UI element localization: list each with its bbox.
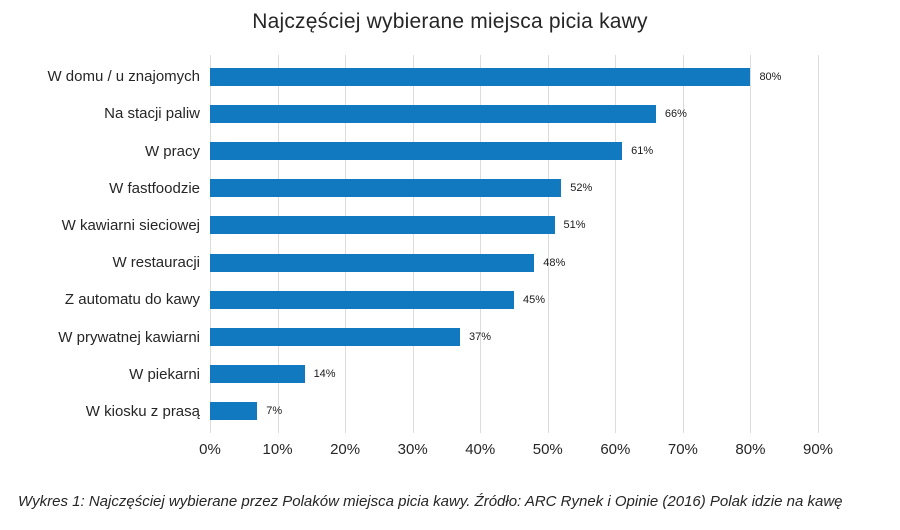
bar-row: W domu / u znajomych 80% — [0, 58, 900, 95]
bar-row: W pracy 61% — [0, 132, 900, 169]
gridline — [547, 55, 549, 433]
bar-track: 66% — [210, 104, 818, 123]
gridline — [818, 55, 819, 433]
bar-row: Z automatu do kawy 45% — [0, 281, 900, 318]
bar-row: W kiosku z prasą 7% — [0, 393, 900, 430]
gridlines — [210, 55, 819, 433]
x-tick-label: 60% — [600, 441, 631, 458]
category-label: Na stacji paliw — [104, 105, 200, 123]
bar-track: 51% — [210, 216, 818, 235]
x-tick-label: 30% — [397, 441, 428, 458]
bar-track: 7% — [210, 402, 818, 421]
gridline — [480, 55, 482, 433]
bar — [210, 402, 258, 421]
bar — [210, 142, 623, 160]
category-label: W fastfoodzie — [109, 179, 200, 197]
bar-track: 37% — [210, 328, 818, 347]
bar-row: Na stacji paliw 66% — [0, 95, 900, 132]
value-label: 48% — [543, 256, 566, 269]
category-label: W pracy — [144, 142, 200, 160]
value-label: 14% — [313, 368, 336, 381]
bar-track: 61% — [210, 142, 818, 160]
x-tick-label: 90% — [802, 441, 834, 458]
value-label: 61% — [631, 145, 654, 157]
value-label: 66% — [664, 107, 687, 120]
x-axis: 0% 10% 20% 30% 40% 50% 60% 70% 80% 90% — [199, 441, 833, 461]
gridline — [615, 55, 617, 433]
category-label: W kawiarni sieciowej — [61, 216, 200, 234]
category-label: W piekarni — [129, 365, 200, 383]
x-tick-label: 80% — [735, 441, 766, 458]
gridline — [682, 55, 684, 433]
value-label: 7% — [266, 405, 283, 418]
category-label: W restauracji — [112, 254, 200, 272]
value-label: 51% — [563, 219, 586, 232]
gridline — [412, 55, 414, 433]
x-tick-label: 70% — [667, 441, 698, 458]
bar-row: W fastfoodzie 52% — [0, 170, 900, 207]
value-label: 45% — [523, 293, 546, 306]
chart-title: Najczęściej wybierane miejsca picia kawy — [252, 10, 648, 33]
bar — [210, 253, 535, 272]
x-tick-label: 10% — [262, 441, 293, 458]
category-label: W domu / u znajomych — [47, 68, 200, 86]
gridline — [750, 55, 752, 433]
bar — [210, 290, 514, 309]
bar-track: 52% — [210, 179, 818, 198]
bar — [210, 67, 751, 86]
x-tick-label: 20% — [330, 441, 361, 458]
bar — [210, 216, 555, 235]
bar-row: W kawiarni sieciowej 51% — [0, 207, 900, 244]
gridline — [210, 55, 211, 433]
bar-row: W prywatnej kawiarni 37% — [0, 318, 900, 355]
bar-track: 80% — [210, 67, 818, 86]
bar — [210, 328, 460, 347]
bar-track: 48% — [210, 253, 818, 272]
bar-track: 14% — [210, 365, 818, 384]
figure-caption: Wykres 1: Najczęściej wybierane przez Po… — [18, 493, 843, 510]
gridline — [277, 55, 279, 433]
category-label: Z automatu do kawy — [64, 291, 200, 309]
value-label: 37% — [468, 331, 491, 344]
bar-track: 45% — [210, 290, 818, 309]
x-tick-label: 40% — [465, 441, 496, 458]
bar-row: W restauracji 48% — [0, 244, 900, 281]
x-tick-label: 0% — [199, 441, 221, 458]
x-tick-label: 50% — [532, 441, 563, 458]
category-label: W kiosku z prasą — [85, 402, 200, 420]
bar — [210, 179, 562, 198]
gridline — [345, 55, 347, 433]
bar — [210, 104, 656, 123]
value-label: 80% — [759, 70, 782, 83]
plot-area: W domu / u znajomych 80% Na stacji paliw 66… — [0, 55, 900, 433]
bar-row: W piekarni 14% — [0, 356, 900, 393]
bar-rows: W domu / u znajomych 80% Na stacji paliw 66… — [0, 58, 900, 430]
category-label: W prywatnej kawiarni — [58, 328, 200, 346]
value-label: 52% — [570, 182, 593, 195]
bar — [210, 365, 305, 384]
